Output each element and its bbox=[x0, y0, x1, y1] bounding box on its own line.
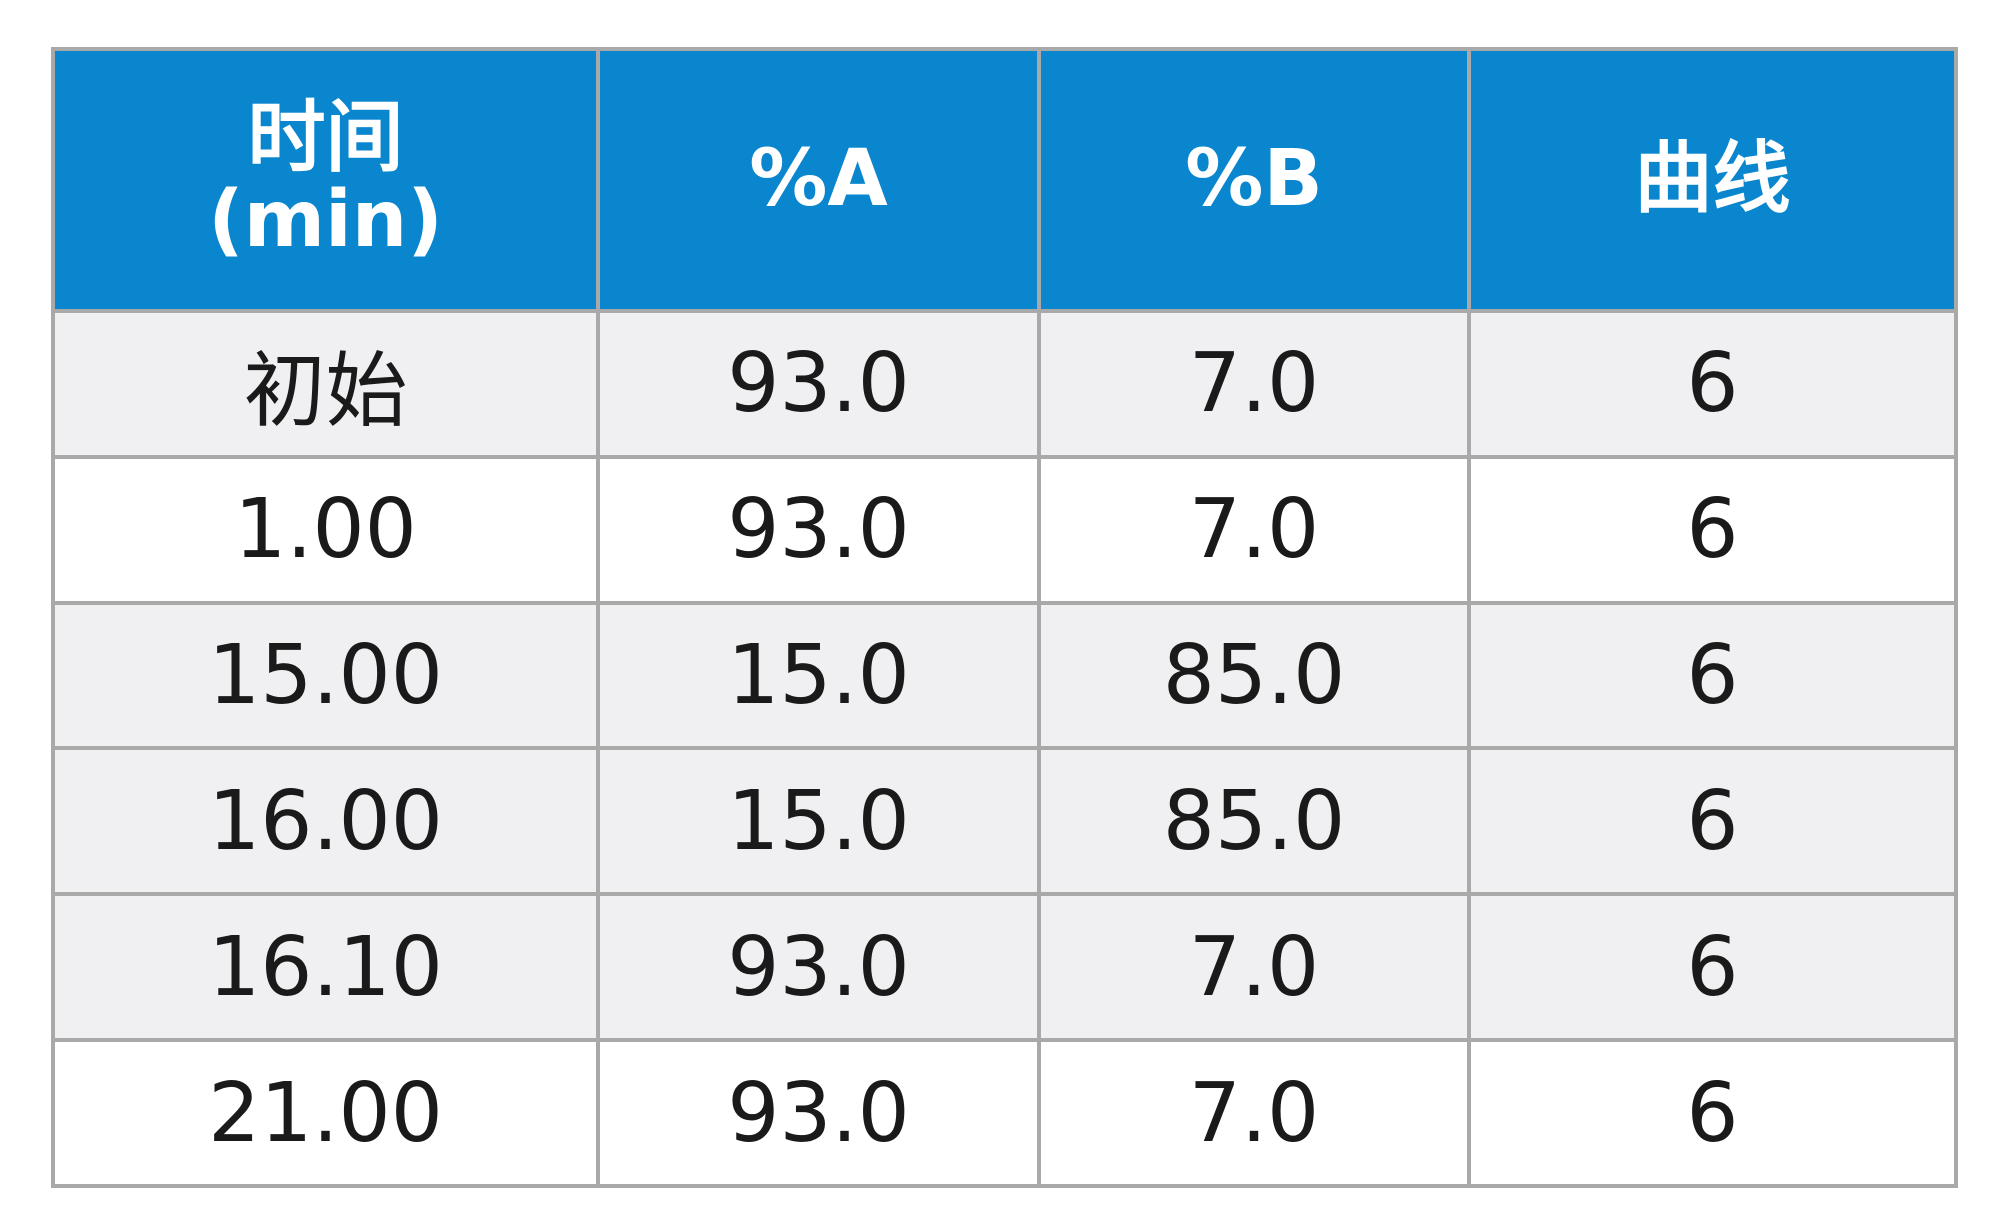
header-percent-a: %A bbox=[600, 51, 1037, 309]
header-time: 时间 (min) bbox=[55, 51, 596, 309]
header-percent-b: %B bbox=[1041, 51, 1467, 309]
header-time-unit: (min) bbox=[208, 175, 443, 265]
table-row: 初始 93.0 7.0 6 bbox=[55, 313, 1954, 455]
cell-percent-a: 15.0 bbox=[600, 750, 1037, 893]
cell-percent-b: 7.0 bbox=[1041, 458, 1467, 601]
cell-percent-b: 85.0 bbox=[1041, 750, 1467, 893]
cell-time: 初始 bbox=[55, 313, 596, 455]
cell-time: 16.10 bbox=[55, 896, 596, 1039]
gradient-table: 时间 (min) %A %B 曲线 初始 93.0 7.0 6 1.00 93.… bbox=[51, 47, 1958, 1188]
table-row: 21.00 93.0 7.0 6 bbox=[55, 1042, 1954, 1184]
table-body: 初始 93.0 7.0 6 1.00 93.0 7.0 6 15.00 15.0… bbox=[55, 313, 1954, 1184]
table-header: 时间 (min) %A %B 曲线 bbox=[55, 51, 1954, 309]
cell-time: 1.00 bbox=[55, 458, 596, 601]
cell-curve: 6 bbox=[1471, 1042, 1954, 1184]
cell-time: 15.00 bbox=[55, 604, 596, 747]
cell-curve: 6 bbox=[1471, 458, 1954, 601]
cell-curve: 6 bbox=[1471, 604, 1954, 747]
cell-percent-a: 93.0 bbox=[600, 1042, 1037, 1184]
cell-percent-b: 85.0 bbox=[1041, 604, 1467, 747]
cell-percent-b: 7.0 bbox=[1041, 1042, 1467, 1184]
gradient-table-container: 时间 (min) %A %B 曲线 初始 93.0 7.0 6 1.00 93.… bbox=[51, 47, 1958, 1188]
header-row: 时间 (min) %A %B 曲线 bbox=[55, 51, 1954, 309]
cell-curve: 6 bbox=[1471, 313, 1954, 455]
header-time-label: 时间 bbox=[247, 93, 404, 184]
cell-time: 21.00 bbox=[55, 1042, 596, 1184]
cell-percent-b: 7.0 bbox=[1041, 313, 1467, 455]
table-row: 16.00 15.0 85.0 6 bbox=[55, 750, 1954, 893]
cell-percent-a: 93.0 bbox=[600, 458, 1037, 601]
header-curve: 曲线 bbox=[1471, 51, 1954, 309]
cell-percent-b: 7.0 bbox=[1041, 896, 1467, 1039]
cell-time: 16.00 bbox=[55, 750, 596, 893]
table-row: 16.10 93.0 7.0 6 bbox=[55, 896, 1954, 1039]
cell-curve: 6 bbox=[1471, 750, 1954, 893]
table-row: 1.00 93.0 7.0 6 bbox=[55, 458, 1954, 601]
cell-percent-a: 93.0 bbox=[600, 896, 1037, 1039]
table-row: 15.00 15.0 85.0 6 bbox=[55, 604, 1954, 747]
cell-percent-a: 15.0 bbox=[600, 604, 1037, 747]
cell-curve: 6 bbox=[1471, 896, 1954, 1039]
cell-percent-a: 93.0 bbox=[600, 313, 1037, 455]
